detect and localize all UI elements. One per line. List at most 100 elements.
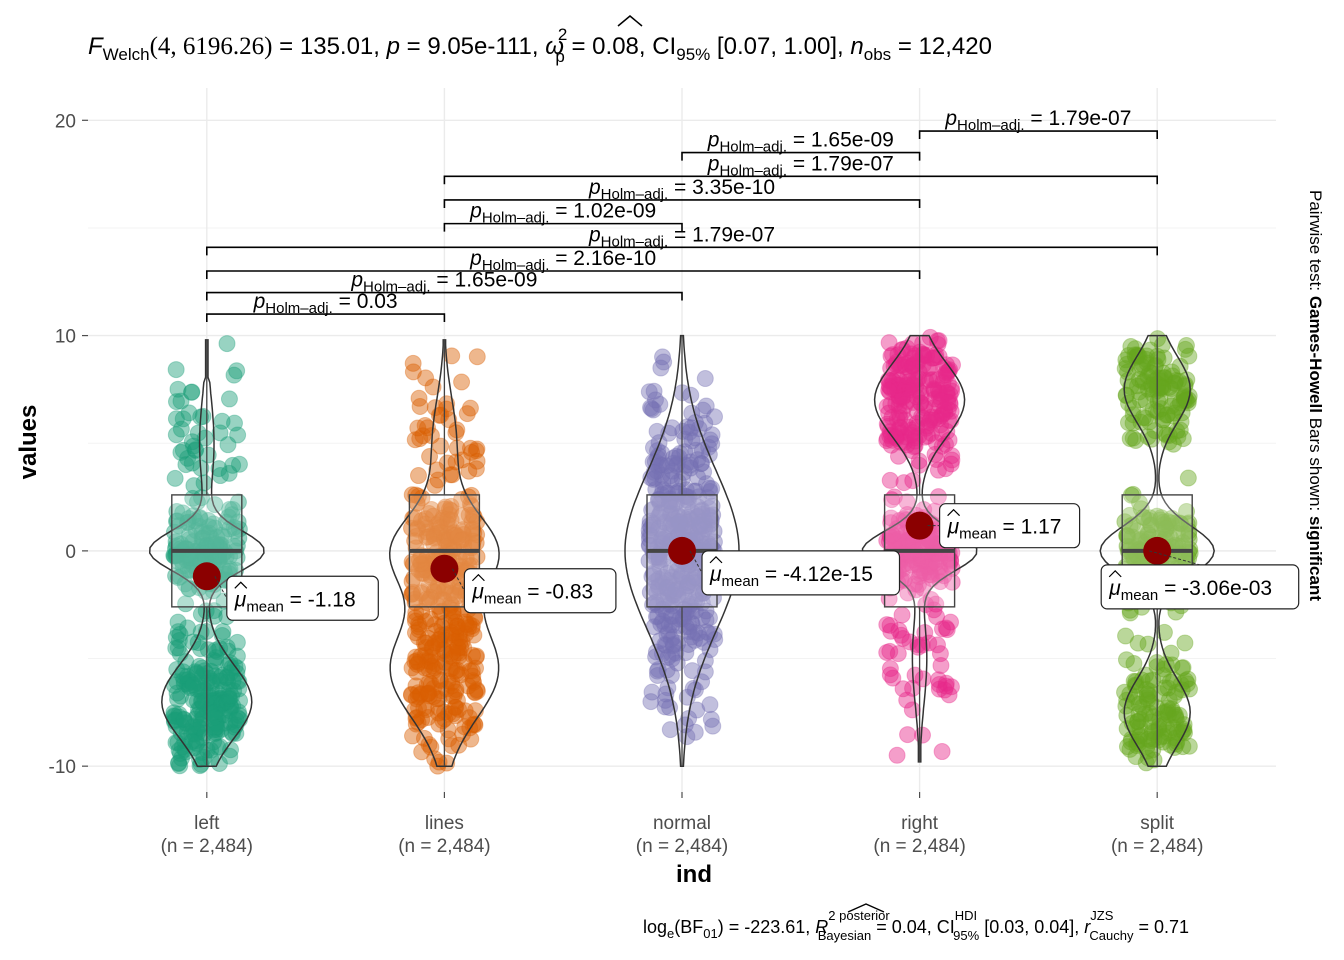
data-point — [1118, 738, 1136, 756]
data-point — [214, 682, 232, 700]
data-point — [408, 652, 426, 670]
data-point — [441, 599, 459, 617]
data-point — [463, 521, 481, 539]
data-point — [169, 380, 187, 398]
data-point — [177, 456, 195, 474]
data-point — [230, 706, 248, 724]
data-point — [229, 709, 247, 727]
data-point — [212, 696, 230, 714]
data-point — [168, 684, 186, 702]
data-point — [464, 672, 482, 690]
data-point — [221, 713, 239, 731]
data-point — [426, 616, 444, 634]
data-point — [211, 689, 229, 707]
data-point — [913, 636, 931, 654]
data-point — [407, 604, 425, 622]
data-point — [199, 686, 217, 704]
data-point — [445, 633, 463, 651]
data-point — [1176, 634, 1194, 652]
data-point — [646, 469, 664, 487]
data-point — [450, 644, 468, 662]
data-point — [228, 633, 246, 651]
data-point — [448, 665, 466, 683]
data-point — [453, 507, 471, 525]
data-point — [167, 393, 185, 411]
data-point — [188, 692, 206, 710]
data-point — [207, 692, 225, 710]
data-point — [458, 405, 476, 423]
data-point — [441, 647, 459, 665]
data-point — [446, 698, 464, 716]
y-axis-title: values — [15, 405, 42, 480]
data-point — [425, 529, 443, 547]
data-point — [457, 625, 475, 643]
data-point — [224, 672, 242, 690]
data-point — [175, 671, 193, 689]
data-point — [403, 585, 421, 603]
data-point — [186, 663, 204, 681]
data-point — [935, 367, 953, 385]
data-point — [200, 524, 218, 542]
data-point — [175, 711, 193, 729]
data-point — [939, 393, 957, 411]
data-point — [701, 696, 719, 714]
data-point — [167, 639, 185, 657]
data-point — [412, 685, 430, 703]
data-point — [468, 348, 486, 366]
data-point — [407, 527, 425, 545]
data-point — [702, 710, 720, 728]
data-point — [463, 620, 481, 638]
pairwise-bracket: pHolm–adj. = 2.16e-10 — [206, 247, 921, 279]
data-point — [461, 662, 479, 680]
data-point — [403, 585, 421, 603]
data-point — [426, 622, 444, 640]
data-point — [404, 363, 422, 381]
data-point — [188, 664, 206, 682]
data-point — [402, 685, 420, 703]
data-point — [409, 487, 427, 505]
mean-point — [192, 562, 221, 591]
data-point — [929, 636, 947, 654]
data-point — [407, 690, 425, 708]
data-point — [215, 528, 233, 546]
data-point — [445, 608, 463, 626]
data-point — [208, 721, 226, 739]
data-point — [207, 724, 225, 742]
data-point — [1144, 741, 1162, 759]
data-point — [417, 369, 435, 387]
data-point — [171, 625, 189, 643]
data-point — [229, 426, 247, 444]
data-point — [228, 362, 246, 380]
data-point — [193, 659, 211, 677]
data-point — [196, 662, 214, 680]
data-point — [220, 390, 238, 408]
data-point — [430, 635, 448, 653]
data-point — [407, 648, 425, 666]
data-point — [213, 706, 231, 724]
data-point — [182, 673, 200, 691]
data-point — [1146, 723, 1164, 741]
data-point — [177, 595, 195, 613]
pairwise-bracket: pHolm–adj. = 1.79e-07 — [918, 107, 1158, 140]
data-point — [447, 683, 465, 701]
bracket-label: pHolm–adj. = 1.79e-07 — [707, 152, 894, 179]
data-point — [899, 726, 917, 744]
bracket-label: pHolm–adj. = 3.35e-10 — [588, 176, 775, 203]
data-point — [448, 620, 466, 638]
data-point — [191, 699, 209, 717]
data-point — [432, 682, 450, 700]
data-point — [223, 687, 241, 705]
data-point — [191, 509, 209, 527]
data-point — [468, 526, 486, 544]
data-point — [193, 529, 211, 547]
data-point — [910, 427, 928, 445]
data-point — [425, 679, 443, 697]
data-point — [452, 666, 470, 684]
data-point — [224, 456, 242, 474]
data-point — [206, 709, 224, 727]
data-point — [207, 715, 225, 733]
data-point — [403, 727, 421, 745]
data-point — [222, 664, 240, 682]
data-point — [200, 669, 218, 687]
data-point — [179, 514, 197, 532]
